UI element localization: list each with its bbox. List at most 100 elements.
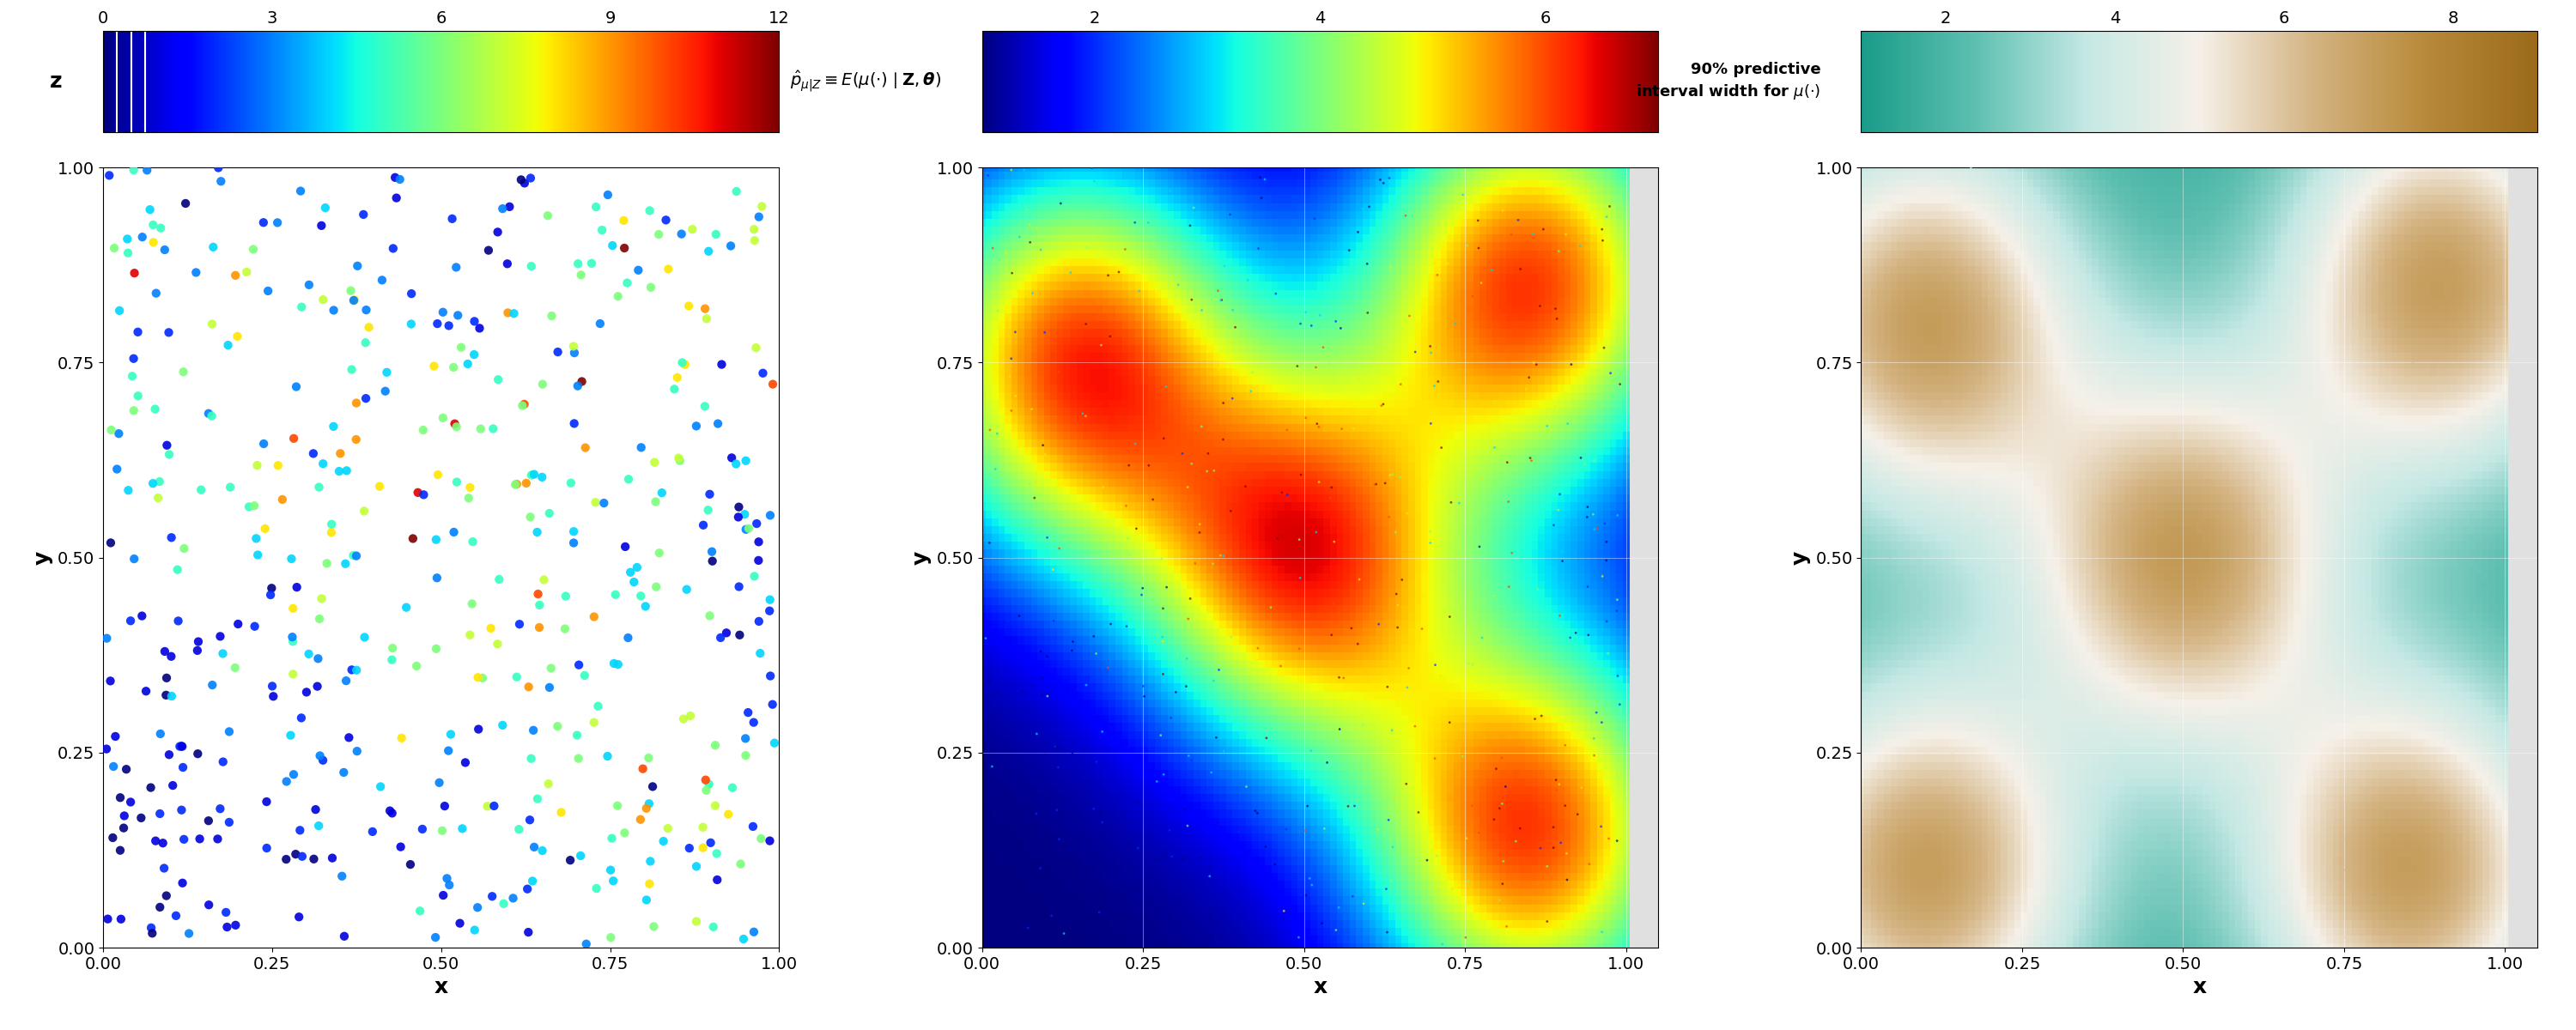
Point xyxy=(1445,862,1486,879)
Point xyxy=(1082,479,1123,495)
Point xyxy=(2089,629,2130,646)
Point xyxy=(2311,881,2352,897)
Point xyxy=(1535,301,1577,317)
Point xyxy=(513,872,554,889)
Point xyxy=(484,895,526,912)
Point xyxy=(1551,629,1592,646)
Point xyxy=(992,265,1033,281)
Point xyxy=(1582,221,1623,238)
Point xyxy=(2481,734,2522,751)
Point xyxy=(106,761,147,778)
Point xyxy=(1996,839,2038,856)
Point xyxy=(118,323,160,340)
Point xyxy=(2146,486,2187,503)
Point xyxy=(1888,234,1929,250)
Point xyxy=(987,482,1028,499)
Point xyxy=(1342,201,1383,217)
Point xyxy=(335,432,376,448)
Point xyxy=(1236,640,1278,656)
Point xyxy=(1901,437,1942,453)
Point xyxy=(144,687,185,703)
Point xyxy=(987,794,1028,811)
Point xyxy=(273,665,314,682)
Point xyxy=(1082,723,1123,740)
Point xyxy=(1365,924,1406,940)
Point xyxy=(2210,888,2251,904)
Point xyxy=(2218,571,2259,587)
Point xyxy=(587,186,629,203)
Point xyxy=(1180,524,1221,541)
Point xyxy=(626,800,667,817)
Point xyxy=(322,868,363,885)
Point xyxy=(1414,750,1455,766)
Point xyxy=(750,667,791,684)
Point xyxy=(2097,823,2138,839)
Point xyxy=(1450,586,1492,603)
Point xyxy=(433,359,474,376)
Point xyxy=(420,775,461,791)
Point xyxy=(2460,233,2501,249)
Point xyxy=(1386,207,1427,224)
Point xyxy=(1378,596,1419,613)
Point xyxy=(1409,338,1450,354)
Point xyxy=(1154,684,1195,700)
Point xyxy=(734,221,775,238)
Point xyxy=(719,509,760,525)
Point xyxy=(2468,830,2509,847)
Point xyxy=(1906,688,1947,705)
Point xyxy=(2463,515,2504,531)
Point xyxy=(582,221,623,238)
Point xyxy=(971,240,1012,256)
Point xyxy=(1015,725,1056,742)
Point xyxy=(1376,524,1417,541)
Point xyxy=(1960,337,2002,353)
Point xyxy=(554,523,595,540)
Point xyxy=(1852,240,1893,256)
Point xyxy=(711,238,752,254)
Point xyxy=(162,831,204,848)
Point xyxy=(675,914,716,930)
Point xyxy=(2264,505,2306,521)
Point xyxy=(1136,774,1177,790)
Point xyxy=(1540,834,1582,851)
Point xyxy=(724,747,765,763)
Point xyxy=(325,673,366,689)
Point xyxy=(1211,206,1252,222)
Point xyxy=(577,881,618,897)
Point xyxy=(2396,356,2437,373)
Point xyxy=(1860,808,1901,824)
Point xyxy=(1468,574,1510,590)
Point xyxy=(1077,646,1118,662)
Point xyxy=(2249,872,2290,889)
Point xyxy=(626,892,667,908)
Point xyxy=(2233,476,2275,492)
Point xyxy=(1870,350,1911,367)
Point xyxy=(2416,782,2458,798)
Point xyxy=(2336,240,2378,256)
Point xyxy=(670,839,711,856)
Point xyxy=(592,237,634,253)
Point xyxy=(2146,421,2187,438)
Point xyxy=(2455,520,2496,537)
Point xyxy=(165,195,206,211)
Point xyxy=(2476,591,2517,608)
Point xyxy=(1319,721,1360,737)
Point xyxy=(716,183,757,200)
Point xyxy=(1041,195,1082,211)
Point xyxy=(1311,626,1352,643)
Point xyxy=(471,420,513,437)
Point xyxy=(1492,227,1533,243)
Point xyxy=(966,741,1007,757)
Point xyxy=(1850,421,1891,438)
Point xyxy=(1144,846,1185,862)
Point xyxy=(1888,925,1929,941)
Point xyxy=(1121,587,1162,604)
Point xyxy=(1432,881,1473,897)
Point xyxy=(2316,221,2357,238)
Point xyxy=(1409,415,1450,432)
Point xyxy=(1244,171,1285,187)
Point xyxy=(1546,871,1587,888)
Point xyxy=(381,838,422,855)
Point xyxy=(2450,931,2491,948)
Point xyxy=(2040,445,2081,461)
